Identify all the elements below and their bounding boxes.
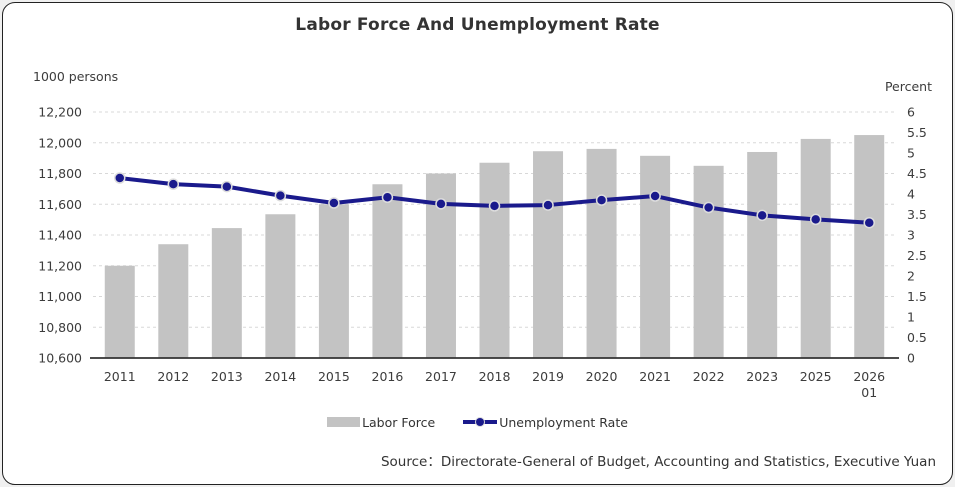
x-axis-tick-label: 2020	[586, 369, 618, 384]
left-axis-tick-label: 11,200	[38, 258, 82, 273]
bar-labor-force	[265, 214, 296, 358]
line-marker	[488, 200, 501, 212]
x-axis-tick-label: 2016	[372, 369, 404, 384]
right-axis-unit-label: Percent	[884, 79, 932, 94]
x-axis-tick-label: 2023	[746, 369, 778, 384]
legend-item-unemployment-rate: Unemployment Rate	[463, 415, 628, 430]
left-axis-tick-label: 12,200	[38, 105, 82, 120]
x-axis-tick-label: 2015	[318, 369, 350, 384]
right-axis-tick-label: 3	[907, 228, 915, 243]
x-axis-tick-label: 2018	[479, 369, 511, 384]
left-axis-tick-label: 10,800	[38, 320, 82, 335]
left-axis-tick-label: 11,600	[38, 197, 82, 212]
line-marker	[435, 198, 447, 210]
bar-labor-force	[693, 165, 724, 358]
bar-labor-force	[372, 184, 403, 358]
x-axis-tick-label: 2013	[211, 369, 243, 384]
x-axis-tick-label: 2022	[693, 369, 725, 384]
left-axis-unit-label: 1000 persons	[33, 69, 119, 84]
chart-legend: Labor Force Unemployment Rate	[3, 411, 952, 433]
right-axis-tick-label: 0	[907, 351, 915, 366]
line-marker	[702, 201, 715, 214]
line-marker	[381, 191, 394, 204]
right-axis-tick-label: 6	[907, 105, 915, 120]
line-marker	[595, 194, 608, 206]
chart-plot-area: 12,200 12,000 11,800 11,600 11,400 11,200 11,0…	[38, 105, 927, 401]
line-marker	[542, 199, 554, 211]
right-axis-tick-label: 3.5	[907, 207, 927, 222]
right-axis-tick-label: 4	[907, 187, 915, 202]
x-axis-tick-label: 2026 01	[853, 369, 885, 400]
line-marker	[221, 180, 233, 193]
line-marker	[274, 189, 287, 202]
right-axis-tick-label: 1.5	[907, 289, 927, 304]
left-axis-tick-label: 10,600	[38, 351, 82, 366]
x-axis-tick-label: 2021	[639, 369, 671, 384]
x-axis-tick-label: 2019	[532, 369, 564, 384]
bar-labor-force	[158, 244, 189, 358]
right-axis-tick-label: 5.5	[907, 125, 927, 140]
bar-labor-force	[211, 228, 242, 358]
line-marker	[863, 216, 875, 229]
bar-labor-force	[747, 151, 778, 358]
left-axis-tick-label: 11,400	[38, 228, 82, 243]
bar-labor-force	[586, 148, 617, 358]
right-axis-tick-label: 1	[907, 310, 915, 325]
legend-label-labor-force: Labor Force	[362, 414, 436, 430]
bar-labor-force	[479, 162, 510, 358]
bar-labor-force	[533, 151, 564, 358]
bar-labor-force	[854, 135, 885, 358]
line-marker	[809, 213, 822, 226]
bar-labor-force	[640, 155, 671, 358]
right-axis-tick-label: 4.5	[907, 166, 927, 181]
left-axis-tick-label: 12,000	[38, 135, 82, 150]
legend-label-unemployment-rate: Unemployment Rate	[499, 414, 628, 430]
chart-title: Labor Force And Unemployment Rate	[295, 15, 660, 35]
x-axis-tick-label: 2011	[104, 369, 136, 384]
line-marker	[328, 197, 340, 209]
legend-item-labor-force: Labor Force	[327, 415, 435, 430]
line-marker	[114, 172, 126, 184]
bar-labor-force	[104, 265, 135, 358]
labor-force-swatch-icon	[327, 417, 361, 427]
x-axis-tick-label: 2017	[425, 369, 457, 384]
source-attribution: Source：Directorate-General of Budget, Ac…	[380, 454, 936, 470]
x-axis-tick-label: 2012	[157, 369, 189, 384]
left-axis-tick-label: 11,800	[38, 166, 82, 181]
right-axis-tick-label: 0.5	[907, 330, 927, 345]
unemployment-rate-line-icon	[463, 416, 498, 428]
right-axis-tick-label: 2	[907, 269, 915, 284]
bar-labor-force	[318, 204, 349, 358]
line-marker	[756, 209, 768, 222]
right-axis-tick-label: 5	[907, 146, 915, 161]
line-marker	[167, 178, 180, 190]
bar-labor-force	[800, 138, 831, 358]
right-axis-tick-label: 2.5	[907, 248, 927, 263]
line-marker	[649, 190, 661, 202]
x-axis-tick-label: 2014	[264, 369, 296, 384]
x-axis-tick-label: 2025	[800, 369, 832, 384]
left-axis-tick-label: 11,000	[38, 289, 82, 304]
